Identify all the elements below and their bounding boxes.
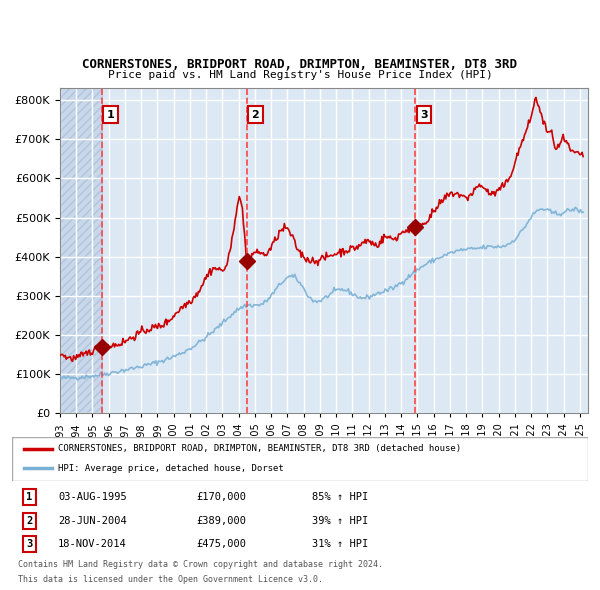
Text: This data is licensed under the Open Government Licence v3.0.: This data is licensed under the Open Gov… <box>18 575 323 584</box>
Text: 2: 2 <box>251 110 259 120</box>
Text: 3: 3 <box>421 110 428 120</box>
Text: 1: 1 <box>26 492 32 502</box>
Bar <box>60 88 102 413</box>
Text: 2: 2 <box>26 516 32 526</box>
Text: 39% ↑ HPI: 39% ↑ HPI <box>311 516 368 526</box>
FancyBboxPatch shape <box>12 437 588 481</box>
Text: £389,000: £389,000 <box>196 516 247 526</box>
Text: HPI: Average price, detached house, Dorset: HPI: Average price, detached house, Dors… <box>58 464 284 473</box>
Text: 1: 1 <box>107 110 115 120</box>
Text: Price paid vs. HM Land Registry's House Price Index (HPI): Price paid vs. HM Land Registry's House … <box>107 70 493 80</box>
Text: Contains HM Land Registry data © Crown copyright and database right 2024.: Contains HM Land Registry data © Crown c… <box>18 560 383 569</box>
Text: 03-AUG-1995: 03-AUG-1995 <box>58 492 127 502</box>
Text: CORNERSTONES, BRIDPORT ROAD, DRIMPTON, BEAMINSTER, DT8 3RD (detached house): CORNERSTONES, BRIDPORT ROAD, DRIMPTON, B… <box>58 444 461 454</box>
Text: £475,000: £475,000 <box>196 539 247 549</box>
Text: 3: 3 <box>26 539 32 549</box>
Text: 18-NOV-2014: 18-NOV-2014 <box>58 539 127 549</box>
Text: £170,000: £170,000 <box>196 492 247 502</box>
Text: 28-JUN-2004: 28-JUN-2004 <box>58 516 127 526</box>
Text: 85% ↑ HPI: 85% ↑ HPI <box>311 492 368 502</box>
Text: CORNERSTONES, BRIDPORT ROAD, DRIMPTON, BEAMINSTER, DT8 3RD: CORNERSTONES, BRIDPORT ROAD, DRIMPTON, B… <box>83 58 517 71</box>
Text: 31% ↑ HPI: 31% ↑ HPI <box>311 539 368 549</box>
